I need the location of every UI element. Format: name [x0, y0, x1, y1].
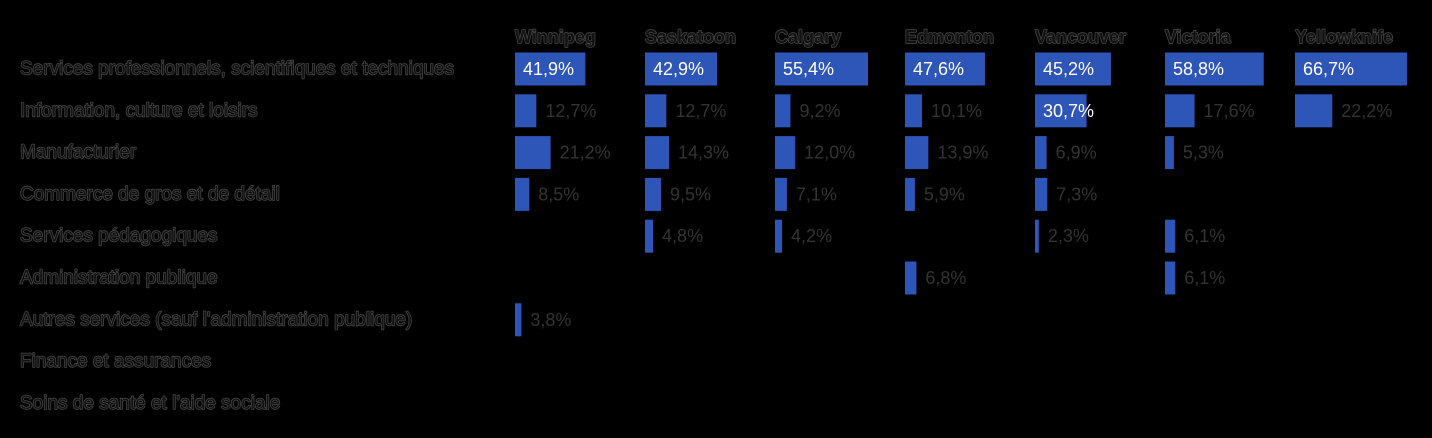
data-label: 22,2% [1341, 101, 1392, 121]
bar [905, 94, 922, 128]
data-label: 12,7% [675, 101, 726, 121]
bar [645, 177, 661, 211]
bar [1295, 94, 1333, 128]
category-label: Commerce de gros et de détail [20, 184, 280, 205]
city-header: Victoria [1165, 27, 1232, 47]
bar [645, 52, 718, 86]
category-label: Services pédagogiques [20, 226, 218, 247]
data-label: 7,1% [796, 184, 837, 204]
data-label: 42,9% [653, 59, 704, 79]
category-label: Finance et assurances [20, 351, 211, 372]
category-label: Services professionnels, scientifiques e… [20, 59, 454, 80]
data-label: 6,9% [1056, 143, 1097, 163]
data-label: 45,2% [1043, 59, 1094, 79]
bar [775, 136, 796, 170]
bar [905, 136, 929, 170]
city-header: Calgary [775, 27, 841, 47]
bar [1035, 177, 1048, 211]
bar [1165, 136, 1174, 170]
data-label: 9,5% [670, 184, 711, 204]
data-label: 10,1% [931, 101, 982, 121]
data-label: 47,6% [913, 59, 964, 79]
data-label: 6,1% [1184, 226, 1225, 246]
data-label: 66,7% [1303, 59, 1354, 79]
data-label: 3,8% [530, 310, 571, 330]
data-label: 21,2% [560, 143, 611, 163]
city-header: Yellowknife [1295, 27, 1393, 47]
data-label: 7,3% [1056, 184, 1097, 204]
bar [1165, 219, 1176, 253]
bar [1165, 52, 1264, 86]
data-label: 12,0% [804, 143, 855, 163]
bar [1165, 94, 1195, 128]
bar [1165, 261, 1176, 295]
category-label: Administration publique [20, 268, 218, 289]
bar [905, 52, 985, 86]
data-label: 9,2% [799, 101, 840, 121]
city-header: Winnipeg [515, 27, 596, 47]
data-label: 4,8% [662, 226, 703, 246]
bar [645, 94, 667, 128]
data-label: 17,6% [1204, 101, 1255, 121]
bar [645, 219, 654, 253]
city-header: Saskatoon [645, 27, 736, 47]
data-label: 4,2% [791, 226, 832, 246]
bar [775, 219, 783, 253]
data-label: 2,3% [1048, 226, 1089, 246]
bar [515, 303, 522, 337]
data-label: 8,5% [538, 184, 579, 204]
bar [515, 94, 537, 128]
category-label: Manufacturier [20, 142, 137, 163]
category-label: Autres services (sauf l'administration p… [20, 309, 412, 330]
bar [1035, 52, 1111, 86]
bar [515, 177, 530, 211]
data-label: 13,9% [937, 143, 988, 163]
data-label: 6,1% [1184, 268, 1225, 288]
bar [515, 52, 586, 86]
bar [775, 177, 787, 211]
category-label: Information, culture et loisirs [20, 100, 258, 121]
data-label: 12,7% [545, 101, 596, 121]
data-label: 14,3% [678, 143, 729, 163]
bar [905, 261, 917, 295]
bar [1295, 52, 1407, 86]
city-header: Vancouver [1035, 27, 1126, 47]
category-label: Soins de santé et l'aide sociale [20, 393, 280, 414]
bar [515, 136, 551, 170]
data-label: 6,8% [925, 268, 966, 288]
data-label: 41,9% [523, 59, 574, 79]
bar [775, 94, 791, 128]
city-header: Edmonton [905, 27, 994, 47]
bar [1035, 136, 1047, 170]
data-label: 5,9% [924, 184, 965, 204]
bar [905, 177, 915, 211]
bar [775, 52, 869, 86]
bar [1035, 219, 1039, 253]
data-label: 30,7% [1043, 101, 1094, 121]
bar [645, 136, 670, 170]
bar [1035, 94, 1087, 128]
data-label: 58,8% [1173, 59, 1224, 79]
data-label: 5,3% [1183, 143, 1224, 163]
data-label: 55,4% [783, 59, 834, 79]
